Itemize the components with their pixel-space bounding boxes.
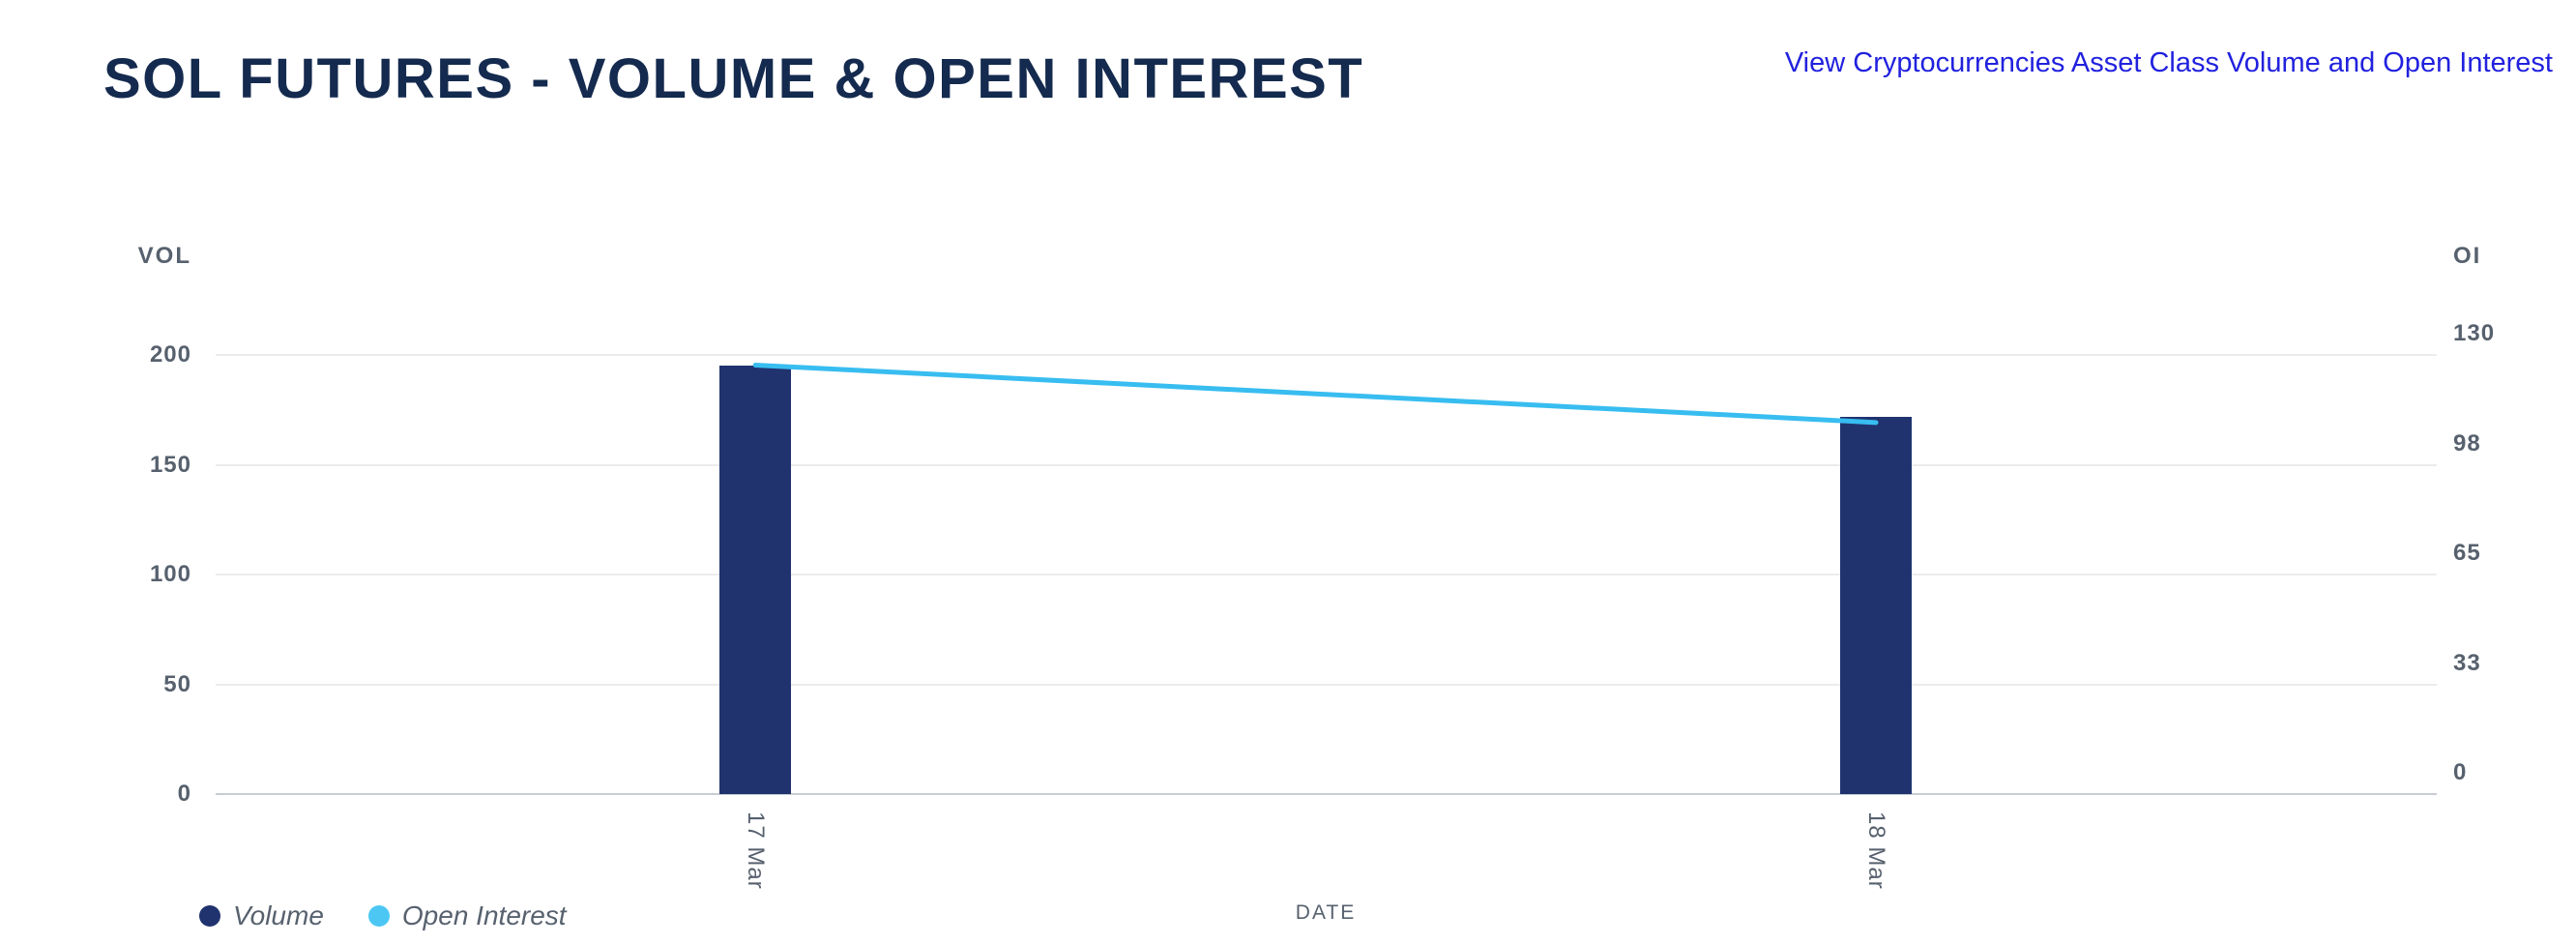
x-axis-title: DATE [1295, 901, 1357, 924]
gridline-100 [216, 574, 2437, 575]
gridline-200 [216, 354, 2437, 356]
legend-label-volume: Volume [233, 900, 324, 930]
x-axis-label-18-mar: 18 Mar [1863, 811, 1889, 890]
right-axis-tick-0: 0 [2453, 759, 2468, 785]
right-axis-tick-65: 65 [2453, 540, 2481, 566]
left-axis-title: VOL [137, 243, 191, 269]
gridline-150 [216, 463, 2437, 466]
right-axis-tick-33: 33 [2453, 649, 2481, 676]
left-axis-tick-0: 0 [177, 781, 191, 807]
left-axis-tick-150: 150 [149, 451, 191, 478]
x-axis-label-17-mar: 17 Mar [743, 811, 770, 890]
left-axis-tick-50: 50 [163, 670, 191, 697]
left-axis-tick-100: 100 [149, 561, 191, 587]
open-interest-line[interactable] [752, 362, 1879, 426]
volume-bar-18-mar[interactable] [1840, 416, 1912, 794]
right-axis-tick-130: 130 [2453, 320, 2496, 346]
legend-item-open-interest[interactable]: Open Interest [367, 900, 567, 931]
volume-legend-dot [199, 905, 220, 927]
gridline-50 [216, 683, 2437, 686]
volume-bar-17-mar[interactable] [719, 366, 792, 794]
legend-item-volume[interactable]: Volume [199, 900, 324, 931]
right-axis-tick-98: 98 [2453, 429, 2481, 457]
left-axis-tick-200: 200 [149, 341, 191, 368]
gridline-0 [216, 793, 2437, 795]
page-title: SOL FUTURES - VOLUME & OPEN INTEREST [103, 47, 1364, 110]
legend-label-open-interest: Open Interest [401, 900, 567, 930]
legend: Volume Open Interest [199, 900, 567, 931]
asset-class-link[interactable]: View Cryptocurrencies Asset Class Volume… [1784, 47, 2553, 78]
right-axis-title: OI [2453, 243, 2482, 269]
open-interest-legend-dot [367, 905, 390, 927]
